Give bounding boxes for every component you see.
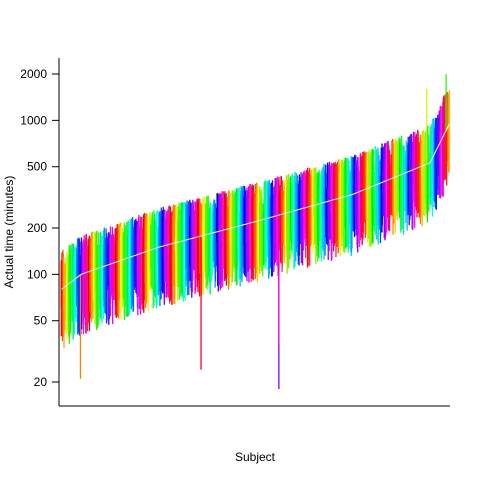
subject-range-bars <box>60 74 451 390</box>
y-tick-label: 500 <box>27 160 47 174</box>
y-tick-label: 100 <box>27 267 47 281</box>
median-line <box>61 123 450 290</box>
y-tick-label: 50 <box>34 314 48 328</box>
y-tick-label: 20 <box>34 375 48 389</box>
y-axis-title: Actual time (minutes) <box>2 176 16 289</box>
y-tick-label: 1000 <box>20 113 47 127</box>
y-tick-label: 2000 <box>20 67 47 81</box>
y-ticks: 20 50 100 200 500 1000 2000 <box>20 67 59 389</box>
y-tick-label: 200 <box>27 221 47 235</box>
x-axis-title: Subject <box>235 450 276 464</box>
axes <box>58 58 450 407</box>
